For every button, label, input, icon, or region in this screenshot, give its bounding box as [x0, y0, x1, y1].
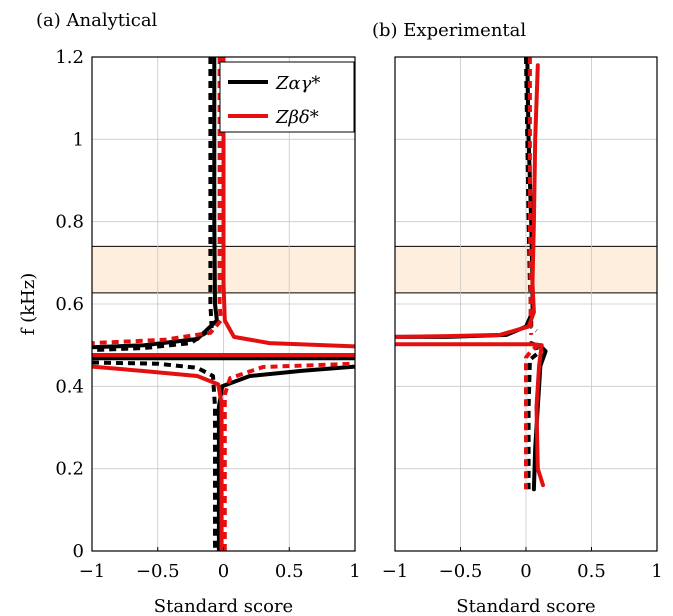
x-axis-label: Standard score	[456, 596, 595, 616]
panel-title: (b) Experimental	[372, 20, 526, 41]
y-tick-label: 0.8	[55, 212, 84, 233]
y-tick-label: 1.2	[55, 47, 84, 68]
legend-label: Zαγ*	[275, 73, 320, 94]
series-line	[216, 364, 355, 551]
series-line-dashed	[527, 57, 534, 336]
series-line	[395, 63, 540, 339]
legend: Zαγ* Zβδ*	[219, 61, 355, 133]
series-line-dashed	[92, 57, 214, 353]
x-tick-label: −1	[79, 561, 106, 582]
x-tick-label: 0.5	[275, 561, 304, 582]
x-tick-label: 1	[349, 561, 360, 582]
series-line-dashed	[92, 360, 217, 551]
x-axis-label: Standard score	[154, 596, 293, 616]
y-tick-label: 0.2	[55, 459, 84, 480]
legend-label: Zβδ*	[275, 107, 319, 128]
y-axis-label: f (kHz)	[18, 273, 39, 336]
series-line	[92, 364, 224, 551]
series-line-dashed	[524, 343, 541, 490]
series-line	[221, 57, 355, 349]
panel-analytical: −1 −0.5 0 0.5 1 0 0.2 0.4 0.6 0.8 1 1.2 (a) Analytic…	[18, 10, 361, 616]
series-line	[92, 57, 219, 350]
x-tick-label: 0	[218, 561, 229, 582]
series-line-dashed	[92, 57, 223, 346]
legend-box	[219, 61, 355, 133]
y-tick-label: 0.4	[55, 376, 84, 397]
y-tick-label: 0.6	[55, 294, 84, 315]
x-tick-label: −0.5	[136, 561, 180, 582]
panel-experimental: −1 −0.5 0 0.5 1 (b) Experimental Standard scor…	[372, 20, 663, 616]
series-line-dashed	[222, 361, 355, 551]
series-line	[395, 342, 545, 488]
x-tick-label: −0.5	[439, 561, 483, 582]
panel-title: (a) Analytical	[36, 10, 158, 31]
series-line	[395, 57, 535, 339]
x-tick-label: 0.5	[577, 561, 606, 582]
x-tick-label: −1	[382, 561, 409, 582]
y-tick-label: 0	[73, 541, 84, 562]
x-tick-label: 0	[520, 561, 531, 582]
x-tick-label: 1	[651, 561, 662, 582]
y-tick-label: 1	[73, 129, 84, 150]
